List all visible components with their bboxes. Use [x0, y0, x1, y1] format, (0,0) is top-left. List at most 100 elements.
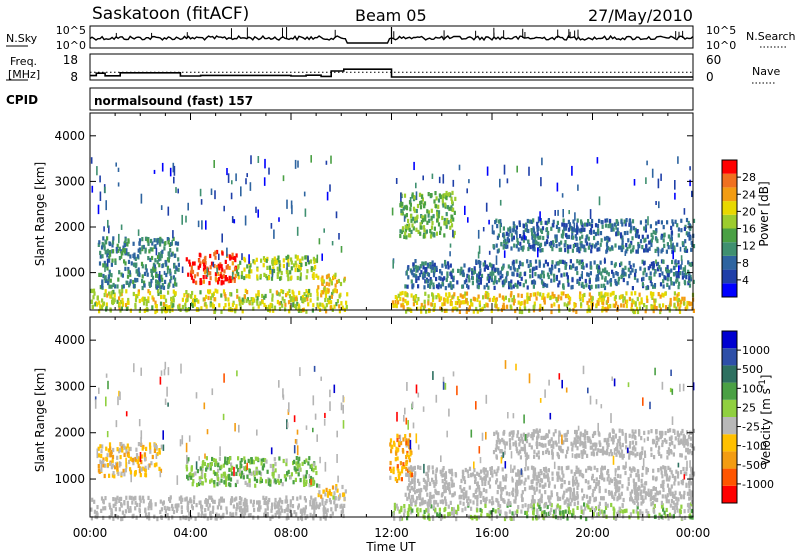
velocity-cell: [277, 508, 281, 513]
power-cell: [518, 306, 522, 311]
power-cell: [137, 291, 140, 296]
power-cell: [193, 302, 196, 307]
power-cell: [479, 268, 482, 273]
velocity-cell: [489, 466, 492, 472]
power-cell: [220, 309, 223, 314]
velocity-cell: [344, 489, 347, 494]
power-cell: [269, 267, 272, 272]
power-cell: [340, 301, 343, 306]
power-cell: [126, 242, 129, 247]
power-cell: [540, 220, 543, 226]
velocity-cell: [210, 478, 213, 483]
power-cell: [584, 238, 588, 243]
power-cell: [422, 305, 425, 310]
power-cell: [604, 292, 607, 297]
velocity-cell: [491, 473, 494, 478]
power-cell: [533, 247, 536, 252]
power-cell: [104, 278, 108, 283]
power-cell: [506, 236, 509, 241]
power-cell: [441, 277, 444, 282]
power-cell: [682, 267, 685, 272]
power-cell: [593, 244, 597, 249]
power-cell: [542, 263, 546, 268]
velocity-cell: [676, 508, 679, 513]
power-cell: [305, 309, 308, 314]
velocity-cell: [274, 462, 277, 467]
power-cell: [423, 204, 426, 209]
power-cell: [560, 233, 563, 238]
power-cell: [102, 301, 105, 306]
velocity-cell: [688, 496, 691, 501]
velocity-cell: [408, 483, 411, 488]
velocity-cell: [660, 470, 663, 475]
power-cell: [271, 297, 274, 302]
power-cell: [403, 193, 407, 198]
velocity-cell: [502, 477, 505, 482]
velocity-cell: [536, 502, 540, 507]
power-cell: [224, 294, 227, 299]
velocity-cell: [522, 447, 525, 452]
power-cell: [579, 297, 582, 302]
power-cell: [257, 304, 260, 309]
velocity-cell: [264, 511, 267, 516]
power-cell: [431, 260, 434, 265]
velocity-cell: [509, 501, 512, 506]
power-cell: [199, 188, 202, 197]
power-cell: [253, 260, 256, 265]
power-cell: [136, 278, 139, 283]
power-cell: [678, 306, 681, 311]
velocity-cell: [488, 510, 491, 515]
velocity-cell: [505, 491, 508, 496]
power-cell: [519, 301, 522, 306]
power-cell: [622, 298, 625, 303]
velocity-cell: [258, 470, 261, 475]
power-cell: [627, 267, 630, 272]
velocity-cell: [396, 433, 399, 438]
power-cell: [186, 297, 189, 302]
power-cell: [124, 303, 128, 308]
power-cell: [236, 288, 239, 294]
velocity-cell: [141, 446, 144, 451]
velocity-cell: [213, 499, 216, 504]
velocity-cell: [556, 475, 559, 480]
power-cell: [465, 298, 468, 303]
power-cell: [227, 173, 230, 183]
power-cell: [105, 302, 108, 307]
velocity-cell: [608, 480, 611, 485]
power-cell: [142, 296, 145, 301]
velocity-cell: [159, 468, 163, 473]
power-cell: [586, 222, 589, 227]
frequency-line: [90, 68, 693, 78]
velocity-cell: [690, 508, 693, 514]
power-cell: [494, 220, 497, 225]
power-cell: [564, 240, 567, 245]
power-cell: [648, 246, 651, 251]
power-cell: [675, 271, 678, 276]
velocity-cell: [238, 469, 241, 474]
power-cell: [600, 297, 603, 303]
power-cell: [670, 239, 672, 248]
velocity-cell: [187, 476, 190, 481]
power-cell: [488, 276, 491, 281]
power-cell: [559, 247, 563, 252]
power-cell: [480, 273, 484, 278]
velocity-cell: [556, 471, 559, 476]
velocity-cell: [186, 474, 189, 479]
velocity-cell: [396, 466, 399, 471]
power-cell: [132, 291, 135, 297]
power-cell: [656, 261, 660, 266]
power-cell: [428, 218, 431, 223]
power-cell: [116, 299, 119, 304]
velocity-cell: [671, 505, 675, 510]
velocity-cell: [475, 488, 478, 493]
power-cell: [505, 244, 508, 249]
velocity-cell: [225, 476, 228, 481]
power-cell: [264, 293, 267, 299]
power-cell: [471, 276, 474, 281]
power-cell: [430, 268, 433, 273]
power-cell: [502, 302, 505, 307]
velocity-cell: [325, 487, 328, 492]
power-cell: [412, 302, 415, 307]
power-cell: [403, 205, 406, 210]
